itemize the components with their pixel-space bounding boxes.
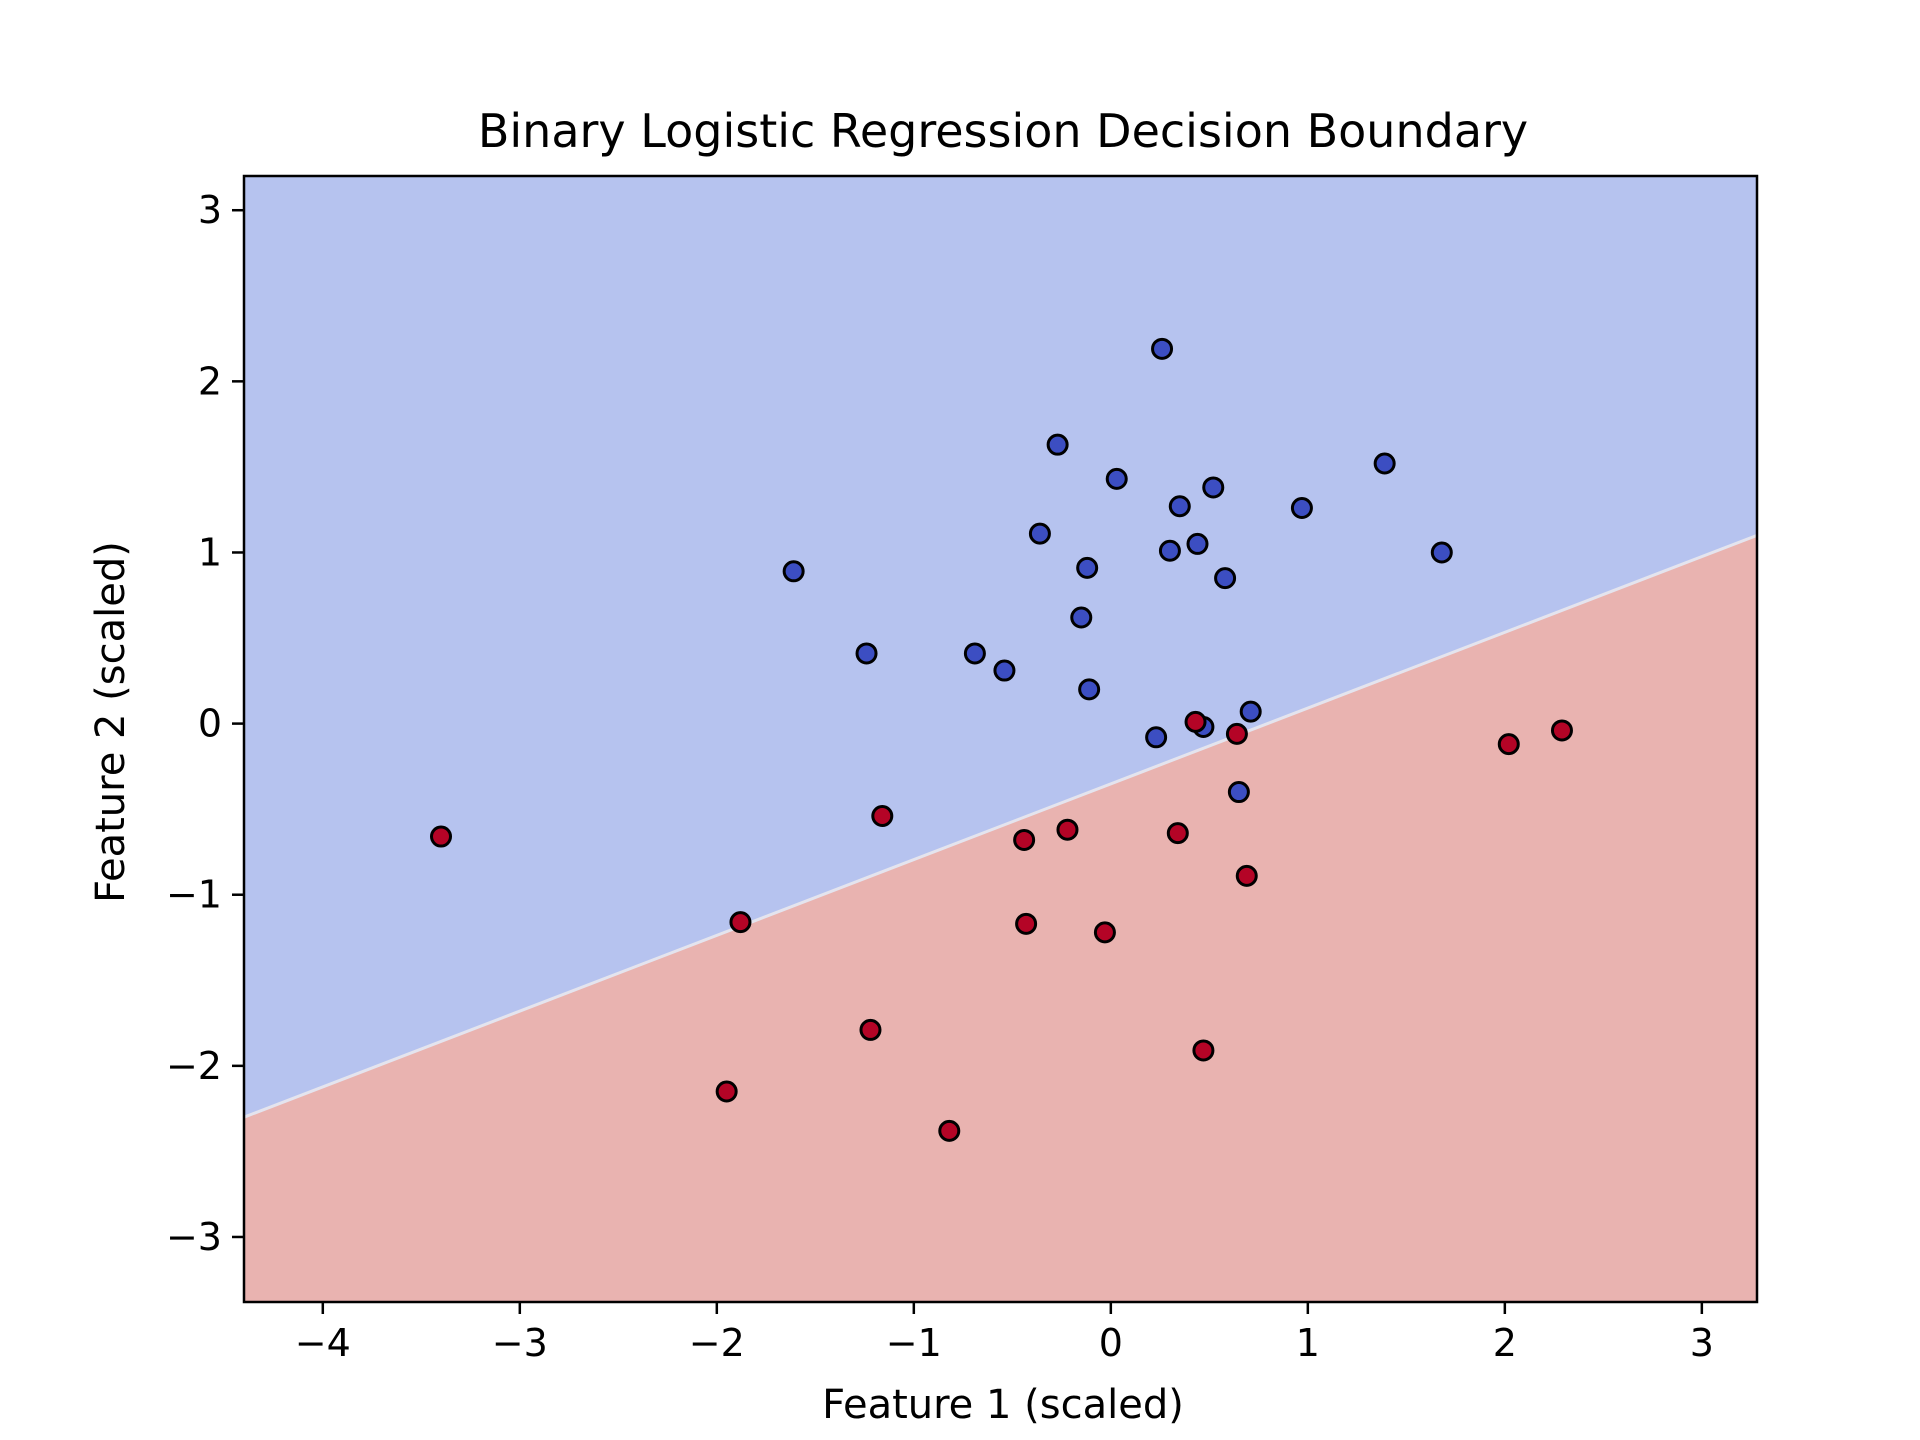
data-point-class-0 [782,560,805,583]
y-tick-label: 2 [198,359,222,403]
data-point-class-1 [1015,912,1038,935]
data-point-class-0 [1151,337,1174,360]
data-point-class-0 [993,659,1016,682]
data-point-class-1 [1550,719,1573,742]
decision-boundary-line [243,533,1758,1119]
data-point-class-0 [1046,433,1069,456]
data-point-class-1 [715,1080,738,1103]
x-tick-label: −4 [295,1321,351,1365]
data-point-class-0 [1430,541,1453,564]
data-point-class-1 [1497,733,1520,756]
data-point-class-1 [1093,921,1116,944]
data-point-class-0 [1070,606,1093,629]
y-tick-label: 1 [198,530,222,574]
data-point-class-0 [1186,532,1209,555]
y-tick-label: −3 [166,1215,222,1259]
y-tick-label: 3 [198,188,222,232]
y-axis-ticks: −3 −2 −1 0 1 2 3 [166,188,244,1259]
data-point-class-0 [1239,700,1262,723]
region-class-0 [244,176,1757,1118]
data-point-class-0 [1158,539,1181,562]
x-tick-label: 1 [1296,1321,1320,1365]
data-point-class-0 [1105,467,1128,490]
region-class-1 [244,535,1757,1302]
y-axis-label: Feature 2 (scaled) [88,541,134,903]
decision-regions [243,176,1758,1302]
data-point-class-1 [1056,818,1079,841]
data-point-class-1 [1192,1039,1215,1062]
x-tick-label: −3 [492,1321,548,1365]
plot-frame [242,174,1759,1304]
x-tick-label: −2 [689,1321,745,1365]
x-axis-label: Feature 1 (scaled) [822,1382,1184,1428]
data-point-class-0 [963,642,986,665]
x-tick-label: 2 [1493,1321,1517,1365]
data-point-class-0 [1290,496,1313,519]
y-tick-label: −2 [166,1044,222,1088]
data-point-class-0 [1145,726,1168,749]
chart-title: Binary Logistic Regression Decision Boun… [478,104,1528,158]
x-tick-label: 0 [1099,1321,1123,1365]
data-point-class-1 [1166,822,1189,845]
data-point-class-0 [1202,476,1225,499]
x-tick-label: 3 [1690,1321,1714,1365]
data-point-class-0 [1168,495,1191,518]
data-point-class-1 [1225,722,1248,745]
data-point-class-0 [1078,678,1101,701]
data-point-class-0 [855,642,878,665]
data-point-class-0 [1076,556,1099,579]
data-point-class-1 [871,805,894,828]
data-point-class-1 [859,1018,882,1041]
x-tick-label: −1 [886,1321,942,1365]
data-point-class-1 [430,825,453,848]
y-tick-label: 0 [198,702,222,746]
data-point-class-1 [729,911,752,934]
data-point-class-0 [1373,452,1396,475]
data-point-class-1 [1013,828,1036,851]
data-point-class-0 [1214,567,1237,590]
data-point-class-1 [1184,710,1207,733]
y-tick-label: −1 [166,873,222,917]
data-points [430,337,1573,1142]
data-point-class-1 [1235,864,1258,887]
x-axis-ticks: −4 −3 −2 −1 0 1 2 3 [295,1302,1714,1365]
data-point-class-0 [1227,781,1250,804]
data-point-class-1 [938,1119,961,1142]
data-point-class-0 [1028,522,1051,545]
